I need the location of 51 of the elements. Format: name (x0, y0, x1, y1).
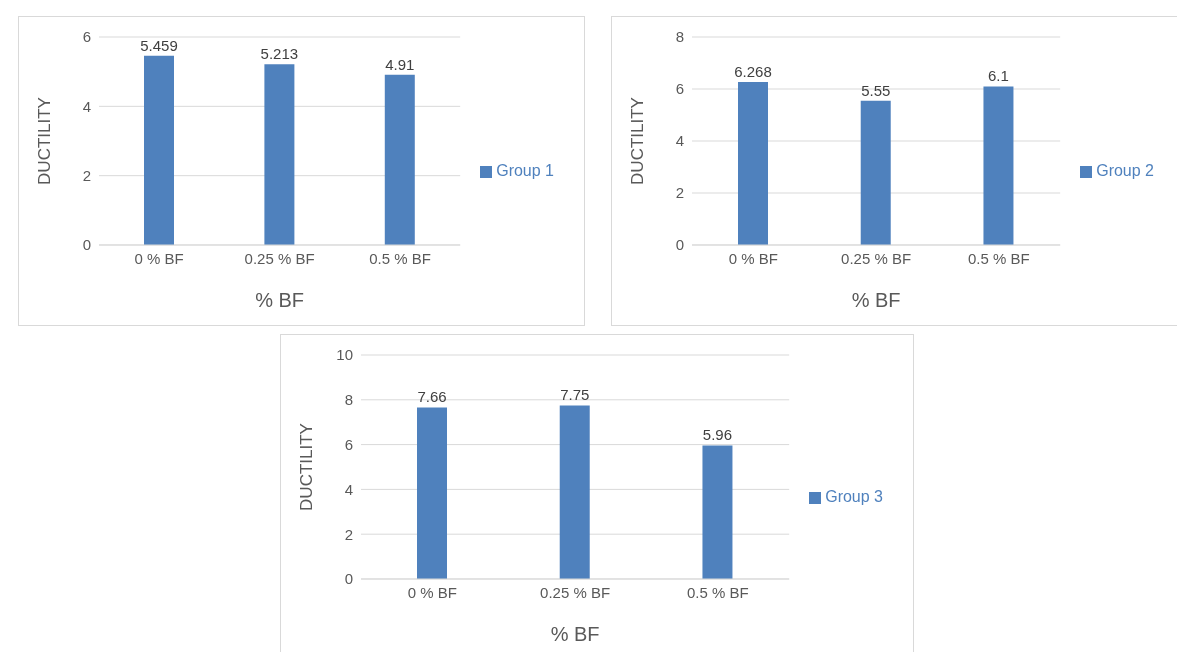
y-tick-label: 6 (344, 435, 353, 453)
y-axis-title: DUCTILITY (297, 423, 317, 511)
data-label: 5.213 (260, 45, 299, 63)
bar (559, 405, 590, 579)
y-tick-label: 0 (675, 236, 684, 254)
data-label: 6.268 (734, 63, 772, 81)
x-axis-title: % BF (550, 623, 600, 645)
y-tick-label: 8 (675, 28, 684, 46)
y-tick-label: 8 (344, 391, 353, 409)
x-tick-label: 0 % BF (134, 249, 184, 267)
y-tick-label: 2 (344, 525, 353, 543)
y-tick-label: 6 (675, 80, 684, 98)
x-tick-label: 0.25 % BF (841, 249, 912, 267)
y-axis-title: DUCTILITY (35, 97, 55, 185)
data-label: 7.66 (417, 388, 447, 406)
y-axis-title: DUCTILITY (628, 97, 648, 185)
x-tick-label: 0.25 % BF (540, 583, 611, 601)
legend-label: Group 1 (496, 162, 554, 179)
y-tick-label: 0 (82, 236, 91, 254)
bar (983, 86, 1014, 245)
legend-label: Group 2 (1096, 162, 1154, 179)
y-tick-label: 10 (336, 346, 353, 364)
bar (264, 64, 295, 245)
y-tick-label: 4 (82, 97, 91, 115)
data-label: 7.75 (560, 386, 590, 404)
y-tick-label: 6 (82, 28, 91, 46)
y-tick-label: 0 (344, 570, 353, 588)
bar (738, 82, 768, 245)
bar (384, 74, 415, 245)
legend-label: Group 3 (825, 488, 883, 505)
bar (144, 55, 174, 245)
bar (860, 100, 891, 245)
y-tick-label: 4 (675, 132, 684, 150)
data-label: 5.55 (861, 81, 891, 99)
x-tick-label: 0 % BF (407, 583, 457, 601)
data-label: 6.1 (988, 67, 1009, 85)
y-tick-label: 4 (344, 480, 353, 498)
x-tick-label: 0 % BF (728, 249, 778, 267)
x-tick-label: 0.5 % BF (369, 249, 431, 267)
y-tick-label: 2 (675, 184, 684, 202)
x-tick-label: 0.25 % BF (244, 249, 315, 267)
bar (417, 407, 447, 579)
data-label: 5.459 (140, 36, 178, 54)
x-axis-title: % BF (851, 289, 901, 311)
y-tick-label: 2 (82, 166, 91, 184)
data-label: 4.91 (385, 55, 415, 73)
x-tick-label: 0.5 % BF (967, 249, 1030, 267)
bar (702, 445, 733, 579)
data-label: 5.96 (702, 426, 733, 444)
x-axis-title: % BF (255, 289, 305, 311)
x-tick-label: 0.5 % BF (686, 583, 749, 601)
